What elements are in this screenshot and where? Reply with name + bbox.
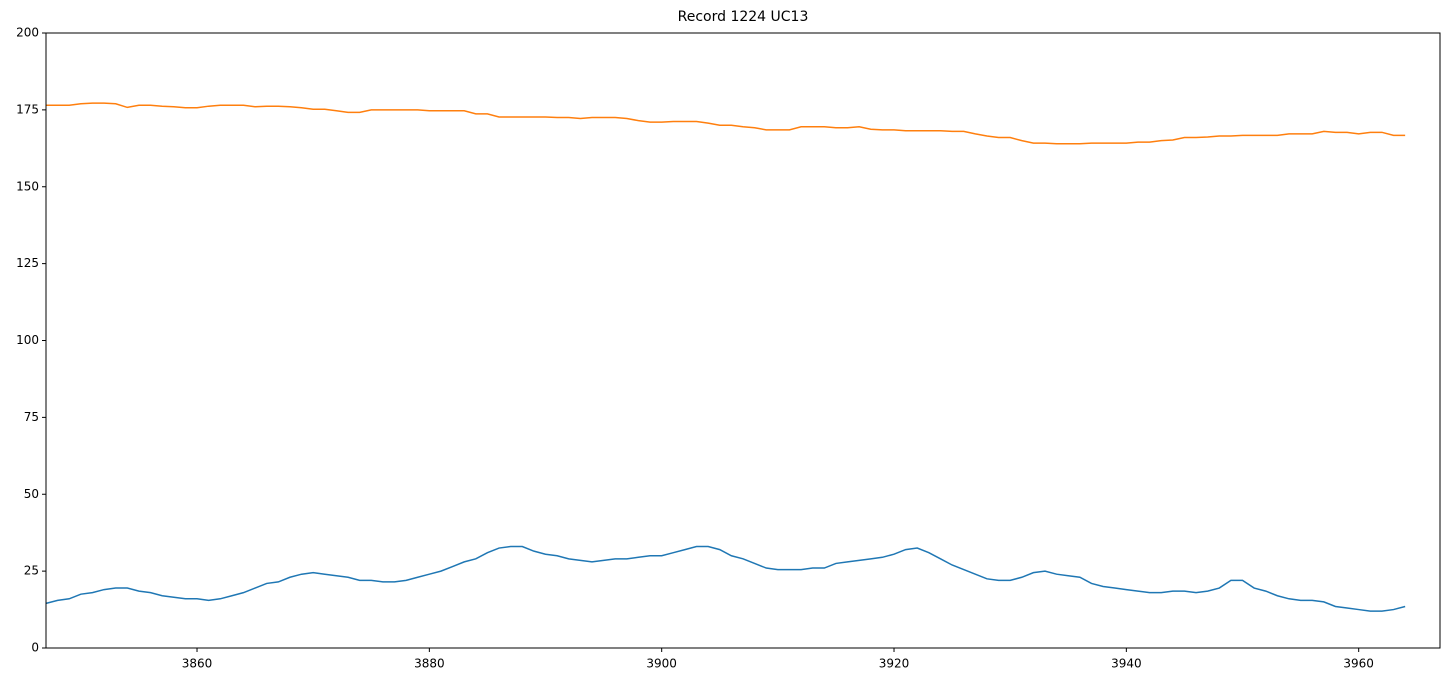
y-tick-label: 0 <box>31 641 39 655</box>
data-line <box>45 545 1406 612</box>
y-tick-label: 50 <box>24 487 39 501</box>
data-line <box>46 102 1406 145</box>
x-tick-label: 3920 <box>879 657 910 671</box>
y-tick-label: 100 <box>16 333 39 347</box>
y-tick-label: 75 <box>24 410 39 424</box>
y-tick-label: 25 <box>24 564 39 578</box>
plot-frame <box>45 32 1441 649</box>
y-tick-label: 200 <box>16 26 39 40</box>
x-tick-label: 3960 <box>1343 657 1374 671</box>
x-tick-label: 3940 <box>1111 657 1142 671</box>
x-tick-label: 3900 <box>646 657 677 671</box>
x-tick-label: 3860 <box>182 657 213 671</box>
chart-title: Record 1224 UC13 <box>678 9 809 25</box>
y-tick-label: 150 <box>16 179 39 193</box>
y-tick-label: 125 <box>16 256 39 270</box>
x-tick-label: 3880 <box>414 657 445 671</box>
y-tick-label: 175 <box>16 102 39 116</box>
